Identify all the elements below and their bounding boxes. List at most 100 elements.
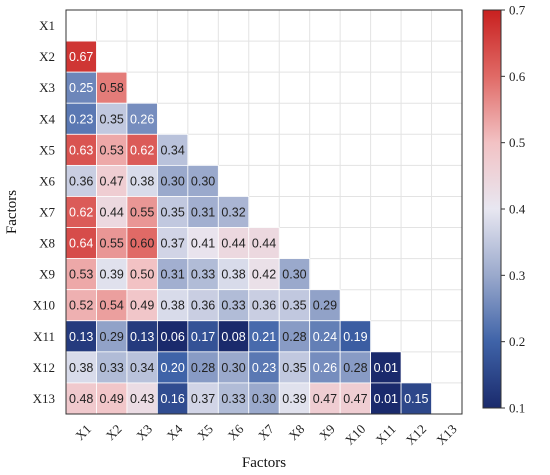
y-tick-label: X6 [39,173,55,188]
heatmap-cell [126,102,158,135]
cell-value-label: 0.28 [191,361,215,375]
cell-value-label: 0.30 [221,361,245,375]
x-tick-label: X10 [342,421,368,447]
heatmap-cell [96,382,128,415]
cell-value-label: 0.47 [100,174,124,188]
heatmap-cell [187,164,219,197]
cell-value-label: 0.41 [191,237,215,251]
cell-value-label: 0.01 [374,392,398,406]
heatmap-cell [156,133,189,166]
plot-frame [65,9,463,415]
cell-value-label: 0.20 [160,361,184,375]
heatmap-cell [156,382,189,415]
heatmap-cell [217,351,250,384]
heatmap-cell [217,258,250,291]
cell-value-label: 0.33 [100,361,124,375]
cell-value-label: 0.38 [130,174,154,188]
cell-value-label: 0.62 [130,143,154,157]
heatmap-cell [126,320,158,353]
cell-value-label: 0.43 [130,392,154,406]
heatmap-cell [96,71,128,104]
x-tick-label: X13 [433,421,459,447]
x-tick-label: X6 [225,421,247,443]
cell-value-label: 0.13 [69,330,93,344]
heatmap-cell [248,382,280,415]
cell-value-label: 0.48 [69,392,93,406]
cell-value-label: 0.44 [221,237,245,251]
heatmap-cell [217,320,250,353]
cell-value-label: 0.55 [100,237,124,251]
x-tick-label: X2 [103,421,125,443]
heatmap-cells: 0.67 0.25 0.58 0.23 0.35 0.26 0.63 0.53 0.62 0.34… [65,40,432,415]
x-tick-label: X11 [373,421,399,447]
cell-value-label: 0.47 [343,392,367,406]
cell-value-label: 0.58 [100,81,124,95]
cell-value-label: 0.31 [191,206,215,220]
heatmap-cell [187,382,219,415]
cell-value-label: 0.47 [313,392,337,406]
cell-value-label: 0.30 [191,174,215,188]
cell-value-label: 0.21 [252,330,276,344]
heatmap-cell [217,196,250,228]
cell-value-label: 0.49 [130,299,154,313]
heatmap-cell [309,351,341,384]
heatmap-cell [278,320,311,353]
cell-value-label: 0.19 [343,330,367,344]
heatmap-cell [248,320,280,353]
y-tick-label: X12 [33,360,55,375]
cell-value-label: 0.34 [130,361,154,375]
cell-value-label: 0.30 [282,268,306,282]
heatmap-cell [126,196,158,228]
cell-value-label: 0.28 [343,361,367,375]
cell-value-label: 0.13 [130,330,154,344]
x-tick-label: X4 [164,421,186,443]
heatmap-cell [370,382,402,415]
cell-value-label: 0.53 [100,143,124,157]
y-tick-label: X1 [39,18,55,33]
heatmap-cell [65,382,97,415]
cell-value-label: 0.53 [69,268,93,282]
cell-value-label: 0.49 [100,392,124,406]
heatmap-cell [248,351,280,384]
cell-value-label: 0.44 [100,206,124,220]
cell-value-label: 0.44 [252,237,276,251]
heatmap-cell [156,164,189,197]
heatmap-cell [96,258,128,291]
y-tick-label: X5 [39,142,55,157]
cell-value-label: 0.60 [130,237,154,251]
heatmap-cell [126,258,158,291]
x-tick-label: X12 [403,421,429,447]
cell-value-label: 0.29 [313,299,337,313]
heatmap-cell [126,133,158,166]
heatmap-cell [278,258,311,291]
cell-value-label: 0.39 [100,268,124,282]
cell-value-label: 0.50 [130,268,154,282]
y-tick-label: X8 [39,236,55,251]
y-tick-label: X4 [39,111,55,126]
cell-value-label: 0.37 [160,237,184,251]
cell-value-label: 0.28 [282,330,306,344]
cell-value-label: 0.08 [221,330,245,344]
cell-value-label: 0.63 [69,143,93,157]
colorbar [482,9,502,409]
y-tick-label: X3 [39,80,55,95]
heatmap-cell [126,164,158,197]
cell-value-label: 0.33 [221,299,245,313]
cell-value-label: 0.34 [160,143,184,157]
cell-value-label: 0.36 [191,299,215,313]
y-tick-label: X9 [39,267,55,282]
cell-value-label: 0.52 [69,299,93,313]
colorbar-tick-label: 0.3 [509,268,525,283]
cell-value-label: 0.31 [160,268,184,282]
cell-value-label: 0.16 [160,392,184,406]
cell-value-label: 0.35 [282,299,306,313]
cell-value-label: 0.06 [160,330,184,344]
cell-value-label: 0.64 [69,237,93,251]
cell-value-label: 0.24 [313,330,337,344]
heatmap-cell [156,320,189,353]
y-tick-label: X7 [39,205,55,220]
colorbar-tick-label: 0.4 [509,202,526,217]
cell-value-label: 0.38 [160,299,184,313]
y-tick-label: X10 [33,298,55,313]
cell-value-label: 0.30 [160,174,184,188]
